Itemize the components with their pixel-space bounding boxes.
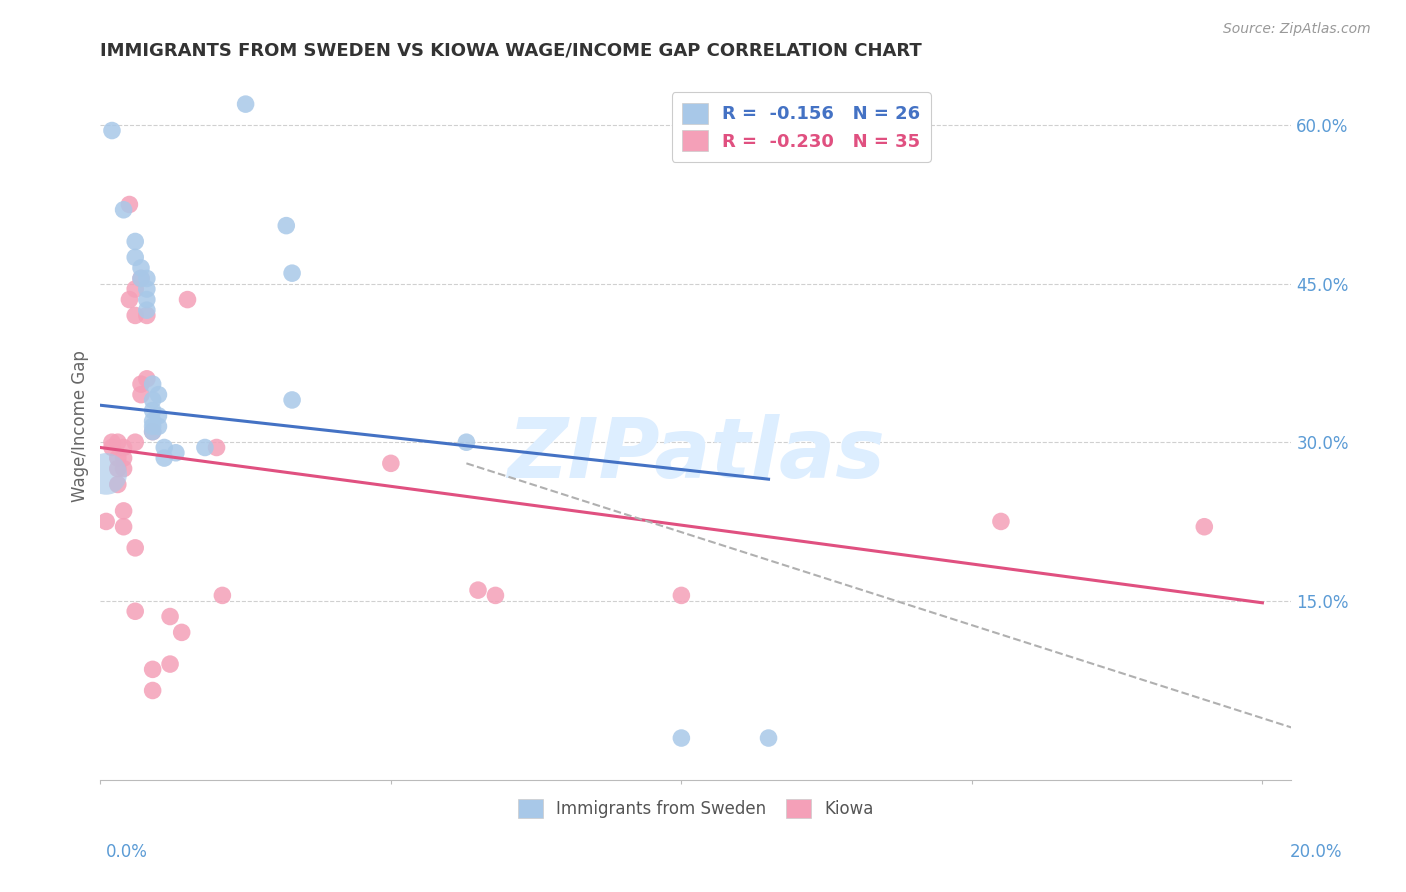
Point: [101, 123, 124, 137]
Legend: Immigrants from Sweden, Kiowa: Immigrants from Sweden, Kiowa: [512, 792, 880, 825]
Point: [276, 219, 298, 233]
Point: [135, 372, 157, 386]
Point: [159, 657, 181, 671]
Point: [101, 441, 124, 455]
Point: [142, 683, 165, 698]
Point: [484, 588, 506, 602]
Point: [112, 451, 135, 466]
Point: [107, 461, 129, 475]
Text: ZIPatlas: ZIPatlas: [508, 414, 884, 495]
Point: [124, 309, 146, 323]
Point: [124, 235, 146, 249]
Point: [124, 541, 146, 555]
Point: [129, 271, 152, 285]
Point: [142, 419, 165, 434]
Point: [129, 387, 152, 401]
Point: [112, 504, 135, 518]
Point: [135, 303, 157, 318]
Point: [142, 377, 165, 392]
Point: [96, 515, 118, 529]
Point: [281, 392, 304, 407]
Point: [135, 293, 157, 307]
Point: [135, 271, 157, 285]
Point: [129, 260, 152, 275]
Point: [176, 293, 198, 307]
Point: [135, 309, 157, 323]
Point: [194, 441, 217, 455]
Point: [96, 467, 118, 481]
Text: Source: ZipAtlas.com: Source: ZipAtlas.com: [1223, 22, 1371, 37]
Point: [671, 731, 693, 745]
Point: [124, 282, 146, 296]
Point: [124, 250, 146, 264]
Point: [129, 377, 152, 392]
Point: [142, 392, 165, 407]
Point: [118, 197, 141, 211]
Point: [124, 435, 146, 450]
Point: [211, 588, 233, 602]
Point: [142, 425, 165, 439]
Point: [142, 662, 165, 676]
Point: [205, 441, 228, 455]
Point: [380, 456, 402, 470]
Point: [159, 609, 181, 624]
Point: [153, 441, 176, 455]
Point: [112, 202, 135, 217]
Point: [281, 266, 304, 280]
Point: [129, 271, 152, 285]
Point: [165, 446, 187, 460]
Point: [135, 282, 157, 296]
Point: [1194, 520, 1216, 534]
Point: [118, 293, 141, 307]
Point: [142, 425, 165, 439]
Text: IMMIGRANTS FROM SWEDEN VS KIOWA WAGE/INCOME GAP CORRELATION CHART: IMMIGRANTS FROM SWEDEN VS KIOWA WAGE/INC…: [100, 42, 922, 60]
Point: [148, 419, 170, 434]
Point: [758, 731, 780, 745]
Point: [148, 409, 170, 423]
Point: [107, 435, 129, 450]
Point: [170, 625, 193, 640]
Point: [112, 520, 135, 534]
Text: 0.0%: 0.0%: [105, 843, 148, 861]
Point: [456, 435, 478, 450]
Point: [112, 441, 135, 455]
Text: 20.0%: 20.0%: [1291, 843, 1343, 861]
Point: [671, 588, 693, 602]
Point: [467, 583, 489, 598]
Point: [124, 604, 146, 618]
Point: [990, 515, 1012, 529]
Point: [107, 451, 129, 466]
Point: [142, 403, 165, 417]
Point: [142, 414, 165, 428]
Point: [101, 435, 124, 450]
Point: [235, 97, 257, 112]
Point: [107, 477, 129, 491]
Point: [153, 451, 176, 466]
Point: [112, 461, 135, 475]
Y-axis label: Wage/Income Gap: Wage/Income Gap: [72, 351, 89, 502]
Point: [148, 387, 170, 401]
